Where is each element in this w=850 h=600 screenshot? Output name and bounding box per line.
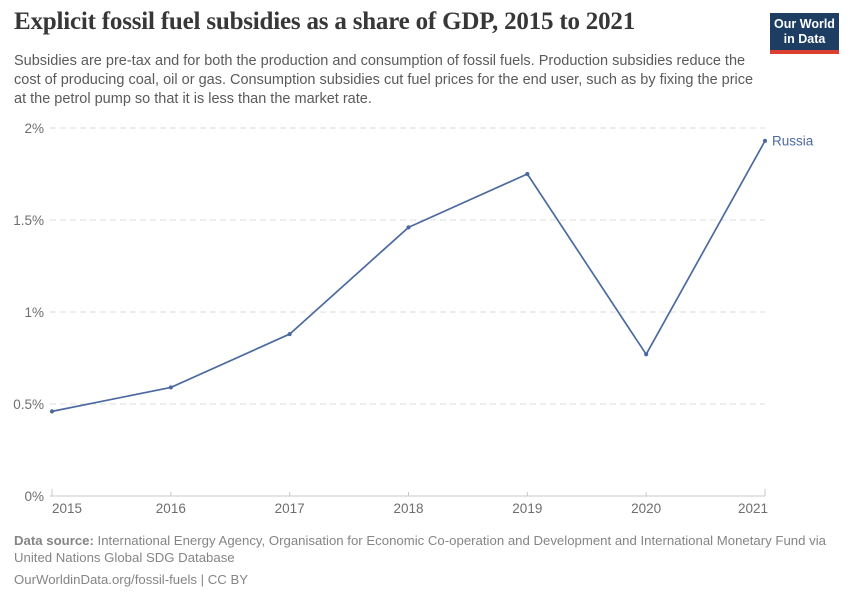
x-tick-label: 2015 [52, 501, 82, 516]
series-end-label[interactable]: Russia [772, 133, 814, 148]
data-source-line: Data source: International Energy Agency… [14, 532, 836, 566]
x-tick-label: 2017 [275, 501, 305, 516]
owid-logo-line1: Our World [774, 17, 835, 31]
data-point[interactable] [49, 409, 55, 414]
y-tick-label: 0.5% [13, 397, 44, 412]
series-line-russia[interactable] [51, 140, 766, 413]
license-line: OurWorldinData.org/fossil-fuels | CC BY [14, 572, 249, 587]
data-point[interactable] [525, 171, 530, 177]
y-tick-label: 2% [24, 121, 44, 136]
data-point[interactable] [287, 331, 292, 337]
y-tick-label: 1.5% [13, 213, 44, 228]
y-tick-label: 1% [24, 305, 44, 320]
x-tick-label: 2019 [512, 501, 542, 516]
chart-title: Explicit fossil fuel subsidies as a shar… [14, 8, 635, 35]
data-point[interactable] [762, 138, 768, 143]
x-tick-label: 2020 [631, 501, 661, 516]
x-tick-label: 2016 [156, 501, 186, 516]
data-source-label: Data source: [14, 533, 94, 548]
data-point[interactable] [644, 352, 649, 357]
data-point[interactable] [168, 385, 173, 390]
data-point[interactable] [406, 225, 411, 230]
chart-footer: Data source: International Energy Agency… [14, 532, 836, 588]
chart-subtitle: Subsidies are pre-tax and for both the p… [14, 53, 754, 107]
owid-logo-line2: in Data [783, 32, 826, 46]
owid-logo[interactable]: Our World in Data [770, 13, 839, 54]
y-tick-label: 0% [24, 489, 44, 504]
x-tick-label: 2018 [393, 501, 423, 516]
data-source-text: International Energy Agency, Organisatio… [14, 533, 826, 565]
x-tick-label: 2021 [738, 501, 768, 516]
